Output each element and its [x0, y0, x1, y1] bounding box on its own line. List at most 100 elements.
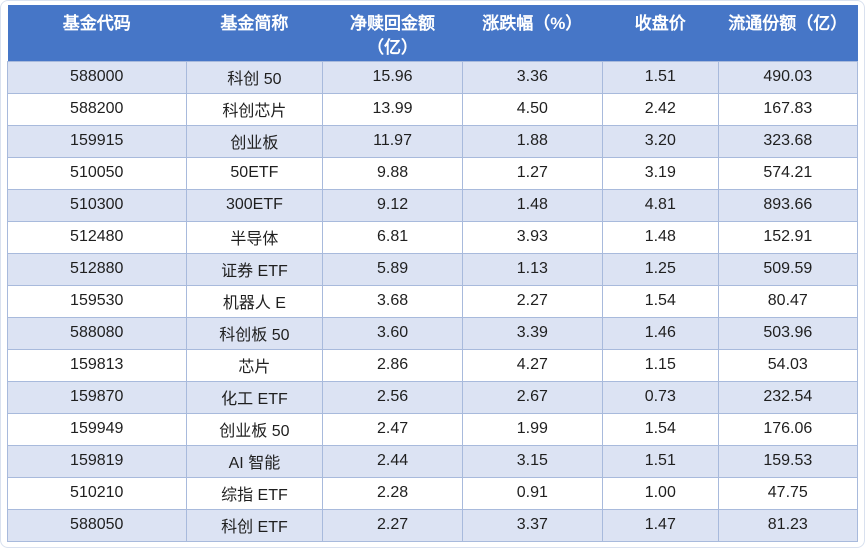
cell-change-pct: 1.48 — [461, 188, 603, 222]
cell-fund-code: 512480 — [7, 220, 187, 254]
cell-fund-name: 创业板 — [185, 124, 324, 158]
cell-fund-code: 588080 — [7, 316, 187, 350]
cell-close-price: 1.51 — [601, 60, 719, 94]
cell-fund-name: AI 智能 — [185, 444, 324, 478]
cell-fund-code: 588000 — [7, 60, 187, 94]
cell-fund-code: 510210 — [7, 476, 187, 510]
cell-close-price: 0.73 — [601, 380, 719, 414]
cell-net-redemption: 9.88 — [322, 156, 463, 190]
cell-circulating-shares: 490.03 — [717, 60, 859, 94]
cell-circulating-shares: 47.75 — [717, 476, 859, 510]
cell-net-redemption: 5.89 — [322, 252, 463, 286]
cell-fund-name: 综指 ETF — [185, 476, 324, 510]
cell-fund-name: 半导体 — [185, 220, 324, 254]
cell-close-price: 1.25 — [601, 252, 719, 286]
cell-circulating-shares: 232.54 — [717, 380, 859, 414]
cell-fund-name: 证券 ETF — [185, 252, 324, 286]
cell-close-price: 4.81 — [601, 188, 719, 222]
cell-circulating-shares: 509.59 — [717, 252, 859, 286]
cell-fund-name: 50ETF — [185, 156, 324, 190]
header-row: 基金代码 基金简称 净赎回金额 （亿） 涨跌幅（%） 收盘价 流通份额（亿） — [7, 5, 858, 61]
cell-net-redemption: 3.68 — [322, 284, 463, 318]
cell-circulating-shares: 54.03 — [717, 348, 859, 382]
cell-change-pct: 3.39 — [461, 316, 603, 350]
cell-close-price: 1.51 — [601, 444, 719, 478]
cell-circulating-shares: 159.53 — [717, 444, 859, 478]
cell-fund-code: 510300 — [7, 188, 187, 222]
table-row: 588080 科创板 50 3.60 3.39 1.46 503.96 — [7, 316, 859, 350]
cell-fund-code: 159530 — [7, 284, 187, 318]
cell-circulating-shares: 81.23 — [717, 508, 859, 542]
table-row: 588000 科创 50 15.96 3.36 1.51 490.03 — [7, 60, 859, 94]
cell-net-redemption: 11.97 — [322, 124, 463, 158]
column-header: 基金代码 — [7, 5, 186, 61]
cell-net-redemption: 2.47 — [322, 412, 463, 446]
cell-close-price: 1.54 — [601, 412, 719, 446]
cell-change-pct: 1.88 — [461, 124, 603, 158]
cell-net-redemption: 2.56 — [322, 380, 463, 414]
cell-fund-name: 化工 ETF — [185, 380, 324, 414]
table-row: 512880 证券 ETF 5.89 1.13 1.25 509.59 — [7, 252, 859, 286]
cell-change-pct: 2.27 — [461, 284, 603, 318]
cell-fund-name: 芯片 — [185, 348, 324, 382]
cell-fund-code: 159915 — [7, 124, 187, 158]
cell-change-pct: 3.36 — [461, 60, 603, 94]
cell-change-pct: 1.27 — [461, 156, 603, 190]
cell-circulating-shares: 323.68 — [717, 124, 859, 158]
table-row: 510210 综指 ETF 2.28 0.91 1.00 47.75 — [7, 476, 859, 510]
fund-flow-table: 基金代码 基金简称 净赎回金额 （亿） 涨跌幅（%） 收盘价 流通份额（亿） 588000… — [7, 5, 859, 542]
cell-change-pct: 2.67 — [461, 380, 603, 414]
column-header: 涨跌幅（%） — [462, 5, 603, 61]
cell-fund-code: 588050 — [7, 508, 187, 542]
cell-close-price: 1.48 — [601, 220, 719, 254]
cell-net-redemption: 6.81 — [322, 220, 463, 254]
cell-fund-name: 机器人 E — [185, 284, 324, 318]
table-row: 588050 科创 ETF 2.27 3.37 1.47 81.23 — [7, 508, 859, 542]
column-header: 基金简称 — [186, 5, 323, 61]
cell-change-pct: 4.27 — [461, 348, 603, 382]
cell-fund-name: 科创 ETF — [185, 508, 324, 542]
cell-net-redemption: 3.60 — [322, 316, 463, 350]
cell-circulating-shares: 503.96 — [717, 316, 859, 350]
cell-fund-name: 科创板 50 — [185, 316, 324, 350]
cell-change-pct: 0.91 — [461, 476, 603, 510]
cell-close-price: 3.19 — [601, 156, 719, 190]
table-row: 512480 半导体 6.81 3.93 1.48 152.91 — [7, 220, 859, 254]
cell-net-redemption: 15.96 — [322, 60, 463, 94]
cell-net-redemption: 9.12 — [322, 188, 463, 222]
cell-fund-name: 创业板 50 — [185, 412, 324, 446]
column-header: 流通份额（亿） — [718, 5, 858, 61]
table-row: 510300 300ETF 9.12 1.48 4.81 893.66 — [7, 188, 859, 222]
cell-fund-code: 512880 — [7, 252, 187, 286]
cell-net-redemption: 13.99 — [322, 92, 463, 126]
cell-circulating-shares: 80.47 — [717, 284, 859, 318]
table-row: 159819 AI 智能 2.44 3.15 1.51 159.53 — [7, 444, 859, 478]
cell-change-pct: 3.37 — [461, 508, 603, 542]
cell-net-redemption: 2.27 — [322, 508, 463, 542]
cell-close-price: 1.00 — [601, 476, 719, 510]
cell-circulating-shares: 167.83 — [717, 92, 859, 126]
cell-circulating-shares: 152.91 — [717, 220, 859, 254]
cell-close-price: 2.42 — [601, 92, 719, 126]
cell-circulating-shares: 893.66 — [717, 188, 859, 222]
cell-net-redemption: 2.86 — [322, 348, 463, 382]
cell-net-redemption: 2.28 — [322, 476, 463, 510]
column-header: 净赎回金额 （亿） — [322, 5, 463, 61]
table-row: 510050 50ETF 9.88 1.27 3.19 574.21 — [7, 156, 859, 190]
cell-fund-code: 159819 — [7, 444, 187, 478]
cell-close-price: 1.15 — [601, 348, 719, 382]
column-header: 收盘价 — [602, 5, 719, 61]
cell-change-pct: 1.13 — [461, 252, 603, 286]
cell-close-price: 1.46 — [601, 316, 719, 350]
cell-fund-code: 510050 — [7, 156, 187, 190]
table-row: 159813 芯片 2.86 4.27 1.15 54.03 — [7, 348, 859, 382]
cell-change-pct: 4.50 — [461, 92, 603, 126]
table-row: 159870 化工 ETF 2.56 2.67 0.73 232.54 — [7, 380, 859, 414]
cell-fund-code: 159870 — [7, 380, 187, 414]
cell-change-pct: 3.15 — [461, 444, 603, 478]
cell-change-pct: 1.99 — [461, 412, 603, 446]
table-row: 159915 创业板 11.97 1.88 3.20 323.68 — [7, 124, 859, 158]
cell-close-price: 3.20 — [601, 124, 719, 158]
cell-close-price: 1.47 — [601, 508, 719, 542]
